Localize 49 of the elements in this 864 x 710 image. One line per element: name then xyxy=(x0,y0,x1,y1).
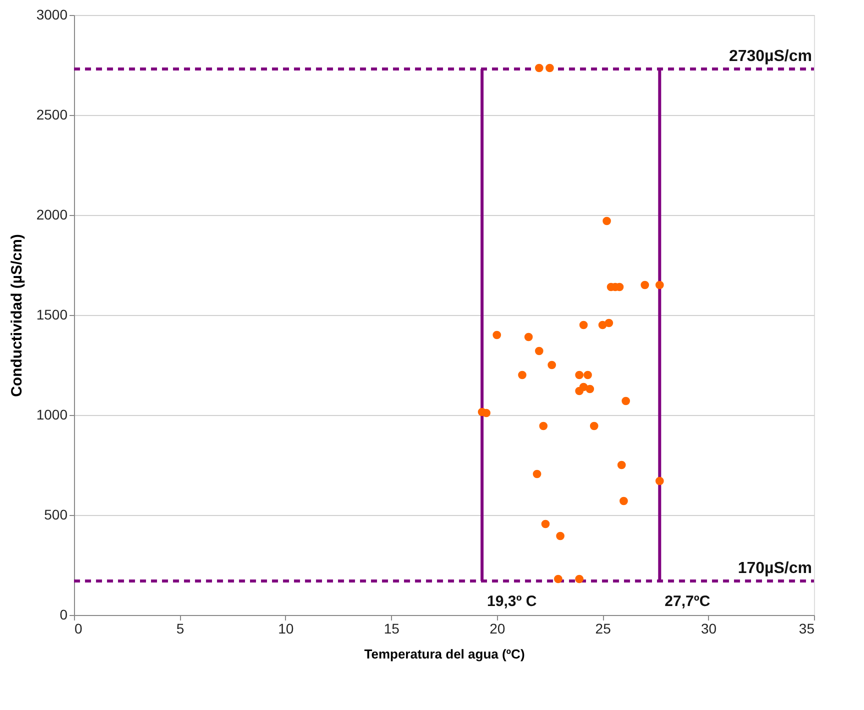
point xyxy=(575,386,584,396)
point xyxy=(548,360,556,370)
point xyxy=(655,280,664,290)
x-tick-label: 30 xyxy=(700,620,717,636)
point xyxy=(640,280,650,290)
ref-line-label: 2730µS/cm xyxy=(728,48,812,65)
point xyxy=(620,496,628,506)
y-tick-label: 3000 xyxy=(36,6,68,22)
y-tick-label: 2000 xyxy=(36,206,68,222)
point xyxy=(554,574,562,584)
y-tick-label: 1000 xyxy=(36,406,68,422)
point xyxy=(518,370,526,380)
y-tick-label: 500 xyxy=(44,506,68,522)
point xyxy=(534,64,544,72)
point xyxy=(622,396,630,406)
y-tick-label: 2500 xyxy=(36,106,68,122)
point xyxy=(541,520,550,528)
point xyxy=(546,64,554,72)
ref-line-label: 170µS/cm xyxy=(738,560,812,577)
ref-line-label: 19,3º C xyxy=(487,593,537,610)
x-tick-label: 35 xyxy=(798,620,815,636)
point xyxy=(539,422,548,430)
point xyxy=(584,370,592,380)
point xyxy=(575,370,584,380)
x-tick-label: 10 xyxy=(278,620,294,636)
point xyxy=(534,346,544,356)
point xyxy=(524,332,533,342)
x-tick-label: 20 xyxy=(490,620,506,636)
point xyxy=(617,460,626,470)
point xyxy=(579,320,588,330)
point xyxy=(586,384,594,394)
ref-line-label: 27,7ºC xyxy=(664,593,710,610)
point xyxy=(602,216,611,226)
y-axis-title: Conductividad (µS/cm) xyxy=(8,234,26,397)
x-tick-label: 5 xyxy=(176,620,184,636)
x-tick-label: 25 xyxy=(595,620,612,636)
x-tick-label: 0 xyxy=(74,620,82,636)
point xyxy=(492,330,502,340)
point xyxy=(482,408,490,418)
point xyxy=(575,574,584,584)
point xyxy=(590,422,598,430)
x-axis-title: Temperatura del agua (ºC) xyxy=(364,646,525,662)
y-tick-label: 1500 xyxy=(36,306,68,322)
y-tick-label: 0 xyxy=(60,606,68,622)
x-tick-label: 15 xyxy=(384,620,400,636)
point xyxy=(532,470,542,478)
point xyxy=(655,476,664,486)
point xyxy=(604,318,614,328)
point xyxy=(556,532,564,540)
